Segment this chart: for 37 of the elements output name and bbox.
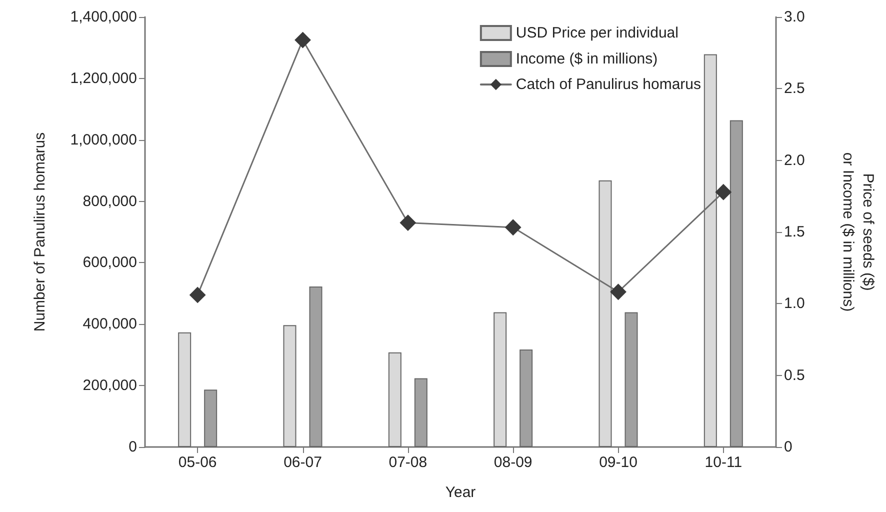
x-tick-label: 06-07 — [284, 454, 322, 471]
bar — [730, 120, 743, 447]
x-axis-title: Year — [445, 484, 476, 501]
x-tick-label: 09-10 — [599, 454, 638, 471]
y-tick-label: 400,000 — [82, 316, 137, 333]
x-tick-label: 08-09 — [494, 454, 532, 471]
y-tick-label: 1,000,000 — [70, 131, 137, 148]
bar — [624, 312, 638, 447]
bar — [204, 390, 218, 447]
y2-tick-label: 2.5 — [784, 80, 805, 98]
bar — [388, 352, 402, 447]
legend-label: USD Price per individual — [516, 24, 678, 42]
bar — [520, 350, 533, 447]
bar — [414, 378, 428, 447]
y2-tick-label: 2.0 — [784, 152, 805, 169]
y-tick-label: 800,000 — [82, 192, 137, 210]
y-tick-label: 0 — [128, 438, 137, 456]
bar — [283, 325, 296, 447]
bar — [309, 286, 322, 447]
y-axis-title: Number of Panulirus homarus — [32, 132, 48, 332]
legend-label: Catch of Panulirus homarus — [516, 76, 702, 93]
x-tick-label: 05-06 — [178, 454, 217, 471]
x-tick-label: 10-11 — [704, 454, 742, 471]
bar — [494, 312, 507, 447]
y2-tick-label: 0.5 — [784, 366, 805, 384]
y2-tick-label: 0 — [784, 438, 792, 456]
y-tick-label: 600,000 — [82, 254, 137, 272]
bar — [178, 332, 192, 447]
legend-label: Income ($ in millions) — [516, 50, 658, 68]
y-tick-label: 200,000 — [82, 377, 137, 394]
y2-axis-title: Price of seeds ($) or Income ($ in millions) — [840, 152, 876, 312]
y2-tick-label: 1.5 — [784, 224, 805, 240]
y-tick-label: 1,400,000 — [70, 8, 137, 26]
y-tick-label: 1,200,000 — [70, 70, 137, 87]
y2-tick-label: 1.0 — [784, 295, 805, 312]
x-tick-label: 07-08 — [388, 454, 428, 471]
y2-tick-label: 3.0 — [784, 8, 805, 26]
